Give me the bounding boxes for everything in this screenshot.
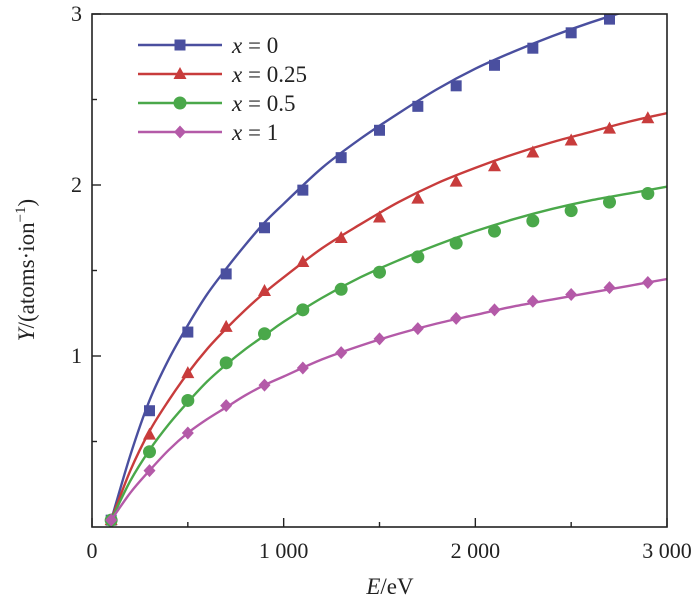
- data-point-0-11: [527, 42, 539, 54]
- series-0: [105, 14, 622, 526]
- data-point-1-14: [641, 111, 655, 124]
- y-tick-label-0: 1: [71, 343, 82, 368]
- data-point-1-2: [181, 366, 195, 379]
- legend-marker-2: [173, 96, 187, 110]
- data-point-1-9: [449, 174, 463, 187]
- data-point-0-5: [297, 184, 309, 196]
- legend-label-0: x = 0: [231, 33, 278, 58]
- data-point-2-3: [219, 356, 233, 370]
- data-point-2-10: [488, 224, 501, 238]
- data-point-2-8: [411, 250, 425, 264]
- x-axis-title: E/eV: [365, 574, 414, 599]
- data-point-1-12: [564, 133, 578, 146]
- data-point-3-7: [373, 332, 386, 346]
- data-point-3-6: [335, 346, 348, 360]
- legend-marker-0: [174, 39, 186, 51]
- data-point-3-3: [220, 399, 233, 413]
- data-point-0-13: [604, 14, 615, 25]
- data-point-1-4: [258, 284, 271, 297]
- series-line-1: [110, 112, 667, 521]
- data-point-3-14: [641, 275, 654, 289]
- series-2: [104, 185, 667, 527]
- legend-label-1: x = 0.25: [231, 62, 307, 87]
- y-tick-label-2: 3: [71, 1, 82, 26]
- ticks-layer: [91, 13, 668, 527]
- x-tick-label-2: 2 000: [451, 538, 501, 563]
- data-point-0-7: [374, 124, 385, 136]
- data-point-2-6: [334, 282, 348, 296]
- data-point-1-8: [411, 191, 425, 204]
- data-point-1-1: [143, 427, 156, 440]
- data-point-3-12: [565, 287, 578, 301]
- legend-item-0: x = 0: [138, 33, 278, 58]
- data-point-3-10: [488, 303, 501, 317]
- data-point-1-7: [373, 210, 386, 223]
- data-point-0-8: [412, 100, 424, 112]
- legend: x = 0 x = 0.25 x = 0.5 x = 1: [138, 33, 307, 145]
- data-point-2-5: [296, 303, 310, 317]
- data-point-0-1: [144, 405, 155, 417]
- data-point-3-11: [526, 294, 539, 308]
- legend-marker-1: [173, 67, 187, 79]
- data-point-3-2: [181, 426, 194, 440]
- data-point-2-14: [641, 187, 655, 201]
- legend-item-1: x = 0.25: [138, 62, 307, 87]
- tick-labels-layer: 0 1 000 2 000 3 000 1 2 3: [71, 1, 692, 563]
- legend-marker-3: [174, 125, 186, 139]
- data-point-0-3: [220, 268, 232, 280]
- data-point-1-13: [603, 121, 616, 134]
- data-point-3-9: [450, 311, 463, 325]
- data-point-3-0: [105, 513, 118, 527]
- legend-label-3: x = 1: [231, 120, 278, 145]
- data-point-2-2: [181, 393, 195, 407]
- series-line-2: [110, 185, 667, 521]
- data-point-2-11: [526, 214, 540, 228]
- data-point-2-9: [449, 236, 463, 250]
- data-point-0-4: [259, 222, 270, 234]
- data-point-2-7: [373, 265, 386, 279]
- data-point-3-5: [296, 361, 309, 375]
- data-point-1-3: [219, 319, 233, 332]
- data-point-3-8: [411, 322, 424, 336]
- series-line-0: [110, 14, 622, 521]
- data-point-3-4: [258, 378, 271, 392]
- data-point-1-11: [526, 145, 540, 158]
- data-point-0-12: [565, 27, 577, 39]
- x-tick-label-0: 0: [87, 538, 98, 563]
- data-point-2-1: [143, 445, 156, 459]
- data-point-1-6: [334, 231, 348, 244]
- data-point-0-9: [450, 80, 462, 92]
- legend-label-2: x = 0.5: [231, 91, 295, 116]
- data-point-2-12: [564, 204, 578, 218]
- x-tick-label-3: 3 000: [642, 538, 692, 563]
- data-point-3-13: [603, 281, 616, 295]
- legend-item-2: x = 0.5: [138, 91, 295, 116]
- y-axis-title: Y/(atoms·ion−1): [13, 199, 39, 341]
- y-tick-label-1: 2: [71, 172, 82, 197]
- series-1: [104, 111, 667, 526]
- data-point-2-4: [258, 327, 271, 341]
- data-point-3-1: [143, 464, 156, 478]
- series-layer: [104, 14, 667, 527]
- series-3: [105, 275, 667, 527]
- data-point-2-13: [603, 195, 616, 209]
- data-point-0-2: [182, 326, 194, 338]
- data-point-1-5: [296, 254, 310, 267]
- legend-item-3: x = 1: [138, 120, 278, 145]
- data-point-0-6: [335, 152, 347, 164]
- data-point-0-10: [489, 59, 500, 71]
- data-point-1-10: [488, 159, 501, 172]
- x-tick-label-1: 1 000: [259, 538, 309, 563]
